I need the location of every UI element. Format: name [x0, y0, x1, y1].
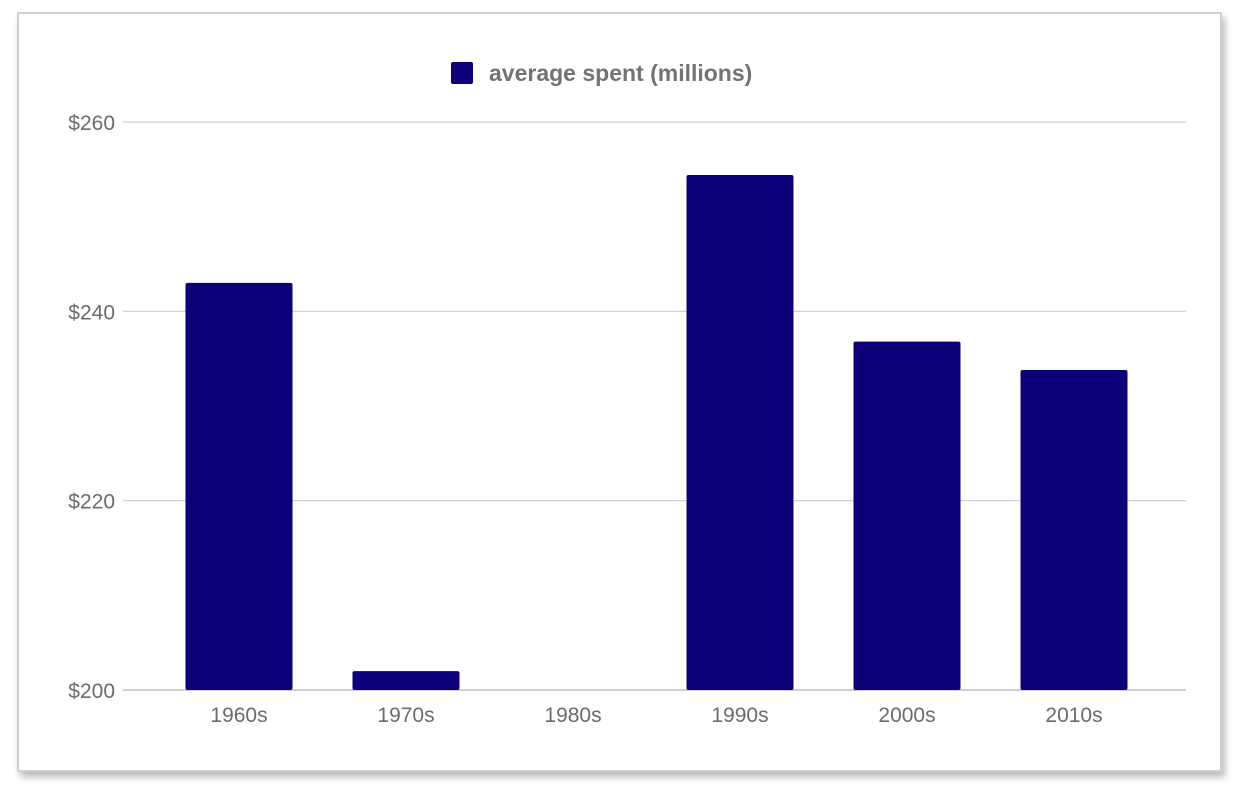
x-tick-label: 1980s [544, 704, 601, 727]
bar-2010s [1020, 370, 1128, 690]
bars [185, 175, 1128, 691]
x-tick-label: 1960s [210, 704, 267, 727]
x-axis-tick-labels: 1960s 1970s 1980s 1990s 2000s 2010s [210, 704, 1102, 727]
chart-card: average spent (millions) $200 $220 $240 $26… [17, 12, 1222, 772]
bar-1960s [185, 282, 293, 690]
y-tick-label: $240 [68, 301, 115, 324]
x-tick-label: 1990s [711, 704, 768, 727]
legend: average spent (millions) [451, 60, 752, 86]
x-tick-label: 2010s [1045, 704, 1102, 727]
bar-2000s [853, 341, 961, 690]
legend-label: average spent (millions) [489, 60, 752, 86]
y-tick-label: $200 [68, 680, 115, 703]
bar-1970s [352, 671, 460, 690]
y-tick-label: $220 [68, 491, 115, 514]
x-tick-label: 1970s [377, 704, 434, 727]
y-tick-label: $260 [68, 112, 115, 135]
gridlines [123, 121, 1186, 691]
bar-chart: average spent (millions) $200 $220 $240 $26… [68, 60, 1186, 727]
legend-swatch [451, 62, 473, 84]
x-tick-label: 2000s [878, 704, 935, 727]
bar-1990s [686, 175, 794, 691]
y-axis-tick-labels: $200 $220 $240 $260 [68, 112, 115, 703]
